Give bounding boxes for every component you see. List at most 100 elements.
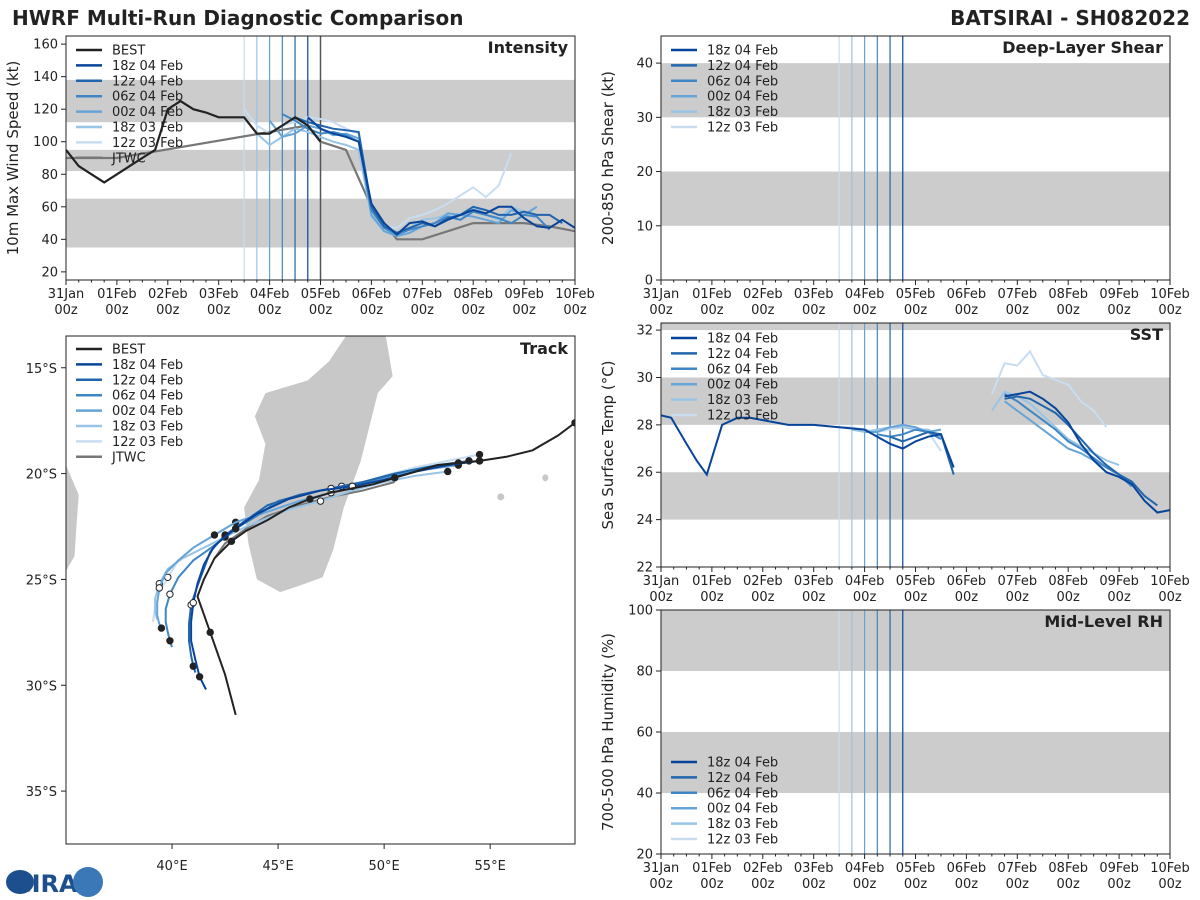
sst-xtick-label: 09Feb	[1099, 574, 1139, 589]
rh-xtick-label-hour: 00z	[1158, 877, 1182, 892]
sst-panel: 31Jan00z01Feb00z02Feb00z03Feb00z04Feb00z…	[599, 322, 1190, 605]
intensity-xtick-label-hour: 00z	[156, 303, 180, 318]
shear-xtick-label-hour: 00z	[802, 303, 826, 318]
track-xtick-label: 50°E	[368, 859, 399, 874]
shear-ytick-label: 40	[636, 57, 653, 72]
shear-ytick-label: 20	[636, 165, 653, 180]
intensity-legend-label: 00z 04 Feb	[112, 105, 183, 120]
track-series-line	[196, 421, 575, 716]
rh-xtick-label-hour: 00z	[700, 877, 724, 892]
track-legend-label: BEST	[112, 343, 145, 358]
shear-xtick-label: 10Feb	[1150, 287, 1190, 302]
intensity-xtick-label-hour: 00z	[309, 303, 333, 318]
intensity-ylabel: 10m Max Wind Speed (kt)	[4, 61, 22, 256]
intensity-legend-label: 12z 03 Feb	[112, 136, 183, 151]
rh-xtick-label: 04Feb	[845, 861, 885, 876]
shear-xtick-label-hour: 00z	[853, 303, 877, 318]
rh-xtick-label-hour: 00z	[1006, 877, 1030, 892]
rh-xtick-label-hour: 00z	[955, 877, 979, 892]
intensity-xtick-label: 10Feb	[555, 287, 595, 302]
intensity-panel: 31Jan00z01Feb00z02Feb00z03Feb00z04Feb00z…	[4, 35, 595, 318]
shear-xtick-label: 03Feb	[794, 287, 834, 302]
sst-xtick-label-hour: 00z	[751, 590, 775, 605]
track-position-marker	[231, 524, 240, 533]
intensity-ytick-label: 20	[41, 265, 58, 280]
track-position-marker	[166, 590, 174, 598]
rh-ytick-label: 40	[636, 787, 653, 802]
track-legend-label: 12z 04 Feb	[112, 373, 183, 388]
sst-xtick-label: 03Feb	[794, 574, 834, 589]
mauritius-island	[542, 474, 549, 482]
shear-legend-label: 06z 04 Feb	[707, 74, 778, 89]
figure-title: HWRF Multi-Run Diagnostic Comparison	[12, 6, 463, 30]
shear-ytick-label: 10	[636, 219, 653, 234]
track-position-marker	[475, 457, 484, 465]
sst-xtick-label: 06Feb	[947, 574, 987, 589]
logo-text: CIRA	[14, 870, 78, 898]
intensity-series-line	[281, 113, 551, 236]
track-panel: 40°E 45°E 50°E 55°E 15°S 20°S 25°S 30°S 35°S Trac…	[26, 335, 576, 874]
intensity-xtick-label-hour: 00z	[512, 303, 536, 318]
track-plot-area	[66, 336, 575, 716]
track-position-marker	[155, 584, 164, 592]
shear-legend-label: 18z 03 Feb	[707, 105, 778, 120]
sst-ytick-label: 28	[636, 418, 653, 433]
sst-xtick-label-hour: 00z	[1107, 590, 1131, 605]
sst-ytick-label: 30	[636, 371, 653, 386]
sst-series-line	[1004, 390, 1170, 514]
rh-ytick-label: 100	[628, 604, 653, 619]
shear-plot-area	[661, 36, 1170, 280]
rh-panel: 31Jan00z01Feb00z02Feb00z03Feb00z04Feb00z…	[599, 604, 1190, 893]
sst-series-line	[990, 349, 1108, 428]
sst-xtick-label: 02Feb	[743, 574, 783, 589]
reunion-island	[497, 493, 505, 501]
intensity-xtick-label: 04Feb	[250, 287, 290, 302]
intensity-xtick-label-hour: 00z	[207, 303, 231, 318]
intensity-ytick-label: 160	[33, 38, 58, 53]
shear-legend-label: 18z 04 Feb	[707, 44, 778, 59]
rh-xtick-label: 01Feb	[692, 861, 732, 876]
rh-ytick-label: 20	[636, 848, 653, 863]
sst-legend-label: 12z 03 Feb	[707, 409, 778, 424]
rh-xtick-label-hour: 00z	[802, 877, 826, 892]
intensity-legend-label: 06z 04 Feb	[112, 90, 183, 105]
sst-xtick-label-hour: 00z	[955, 590, 979, 605]
sst-series-line	[1004, 393, 1133, 488]
track-title: Track	[520, 339, 568, 358]
track-position-marker	[306, 495, 314, 503]
africa-coast-landmass	[66, 465, 79, 571]
rh-xtick-label: 08Feb	[1048, 861, 1088, 876]
shear-xtick-label: 06Feb	[947, 287, 987, 302]
storm-id: BATSIRAI - SH082022	[950, 6, 1190, 30]
intensity-title: Intensity	[488, 38, 569, 57]
sst-xtick-label: 31Jan	[643, 574, 680, 589]
shear-xtick-label-hour: 00z	[700, 303, 724, 318]
intensity-xtick-label-hour: 00z	[462, 303, 486, 318]
sst-xtick-label: 07Feb	[998, 574, 1038, 589]
shear-band	[661, 171, 1170, 226]
shear-band	[661, 63, 1170, 118]
intensity-xtick-label: 06Feb	[352, 287, 392, 302]
shear-ytick-label: 30	[636, 111, 653, 126]
intensity-xtick-label-hour: 00z	[105, 303, 129, 318]
shear-legend-label: 00z 04 Feb	[707, 90, 778, 105]
sst-ylabel: Sea Surface Temp (°C)	[599, 360, 617, 529]
shear-xtick-label: 05Feb	[896, 287, 936, 302]
shear-xtick-label-hour: 00z	[1057, 303, 1081, 318]
sst-legend-label: 18z 04 Feb	[707, 332, 778, 347]
rh-xtick-label-hour: 00z	[751, 877, 775, 892]
intensity-xtick-label: 31Jan	[48, 287, 85, 302]
rh-xtick-label: 06Feb	[947, 861, 987, 876]
intensity-xtick-label-hour: 00z	[563, 303, 587, 318]
sst-xtick-label-hour: 00z	[649, 590, 673, 605]
intensity-plot-area	[66, 36, 575, 280]
shear-ylabel: 200-850 hPa Shear (kt)	[599, 71, 617, 245]
shear-legend-label: 12z 04 Feb	[707, 59, 778, 74]
shear-xtick-label: 04Feb	[845, 287, 885, 302]
rh-title: Mid-Level RH	[1044, 612, 1163, 631]
track-legend-label: 12z 03 Feb	[112, 435, 183, 450]
rh-plot-area	[661, 610, 1170, 854]
track-ytick-label: 35°S	[26, 785, 57, 800]
madagascar-landmass	[244, 336, 393, 593]
